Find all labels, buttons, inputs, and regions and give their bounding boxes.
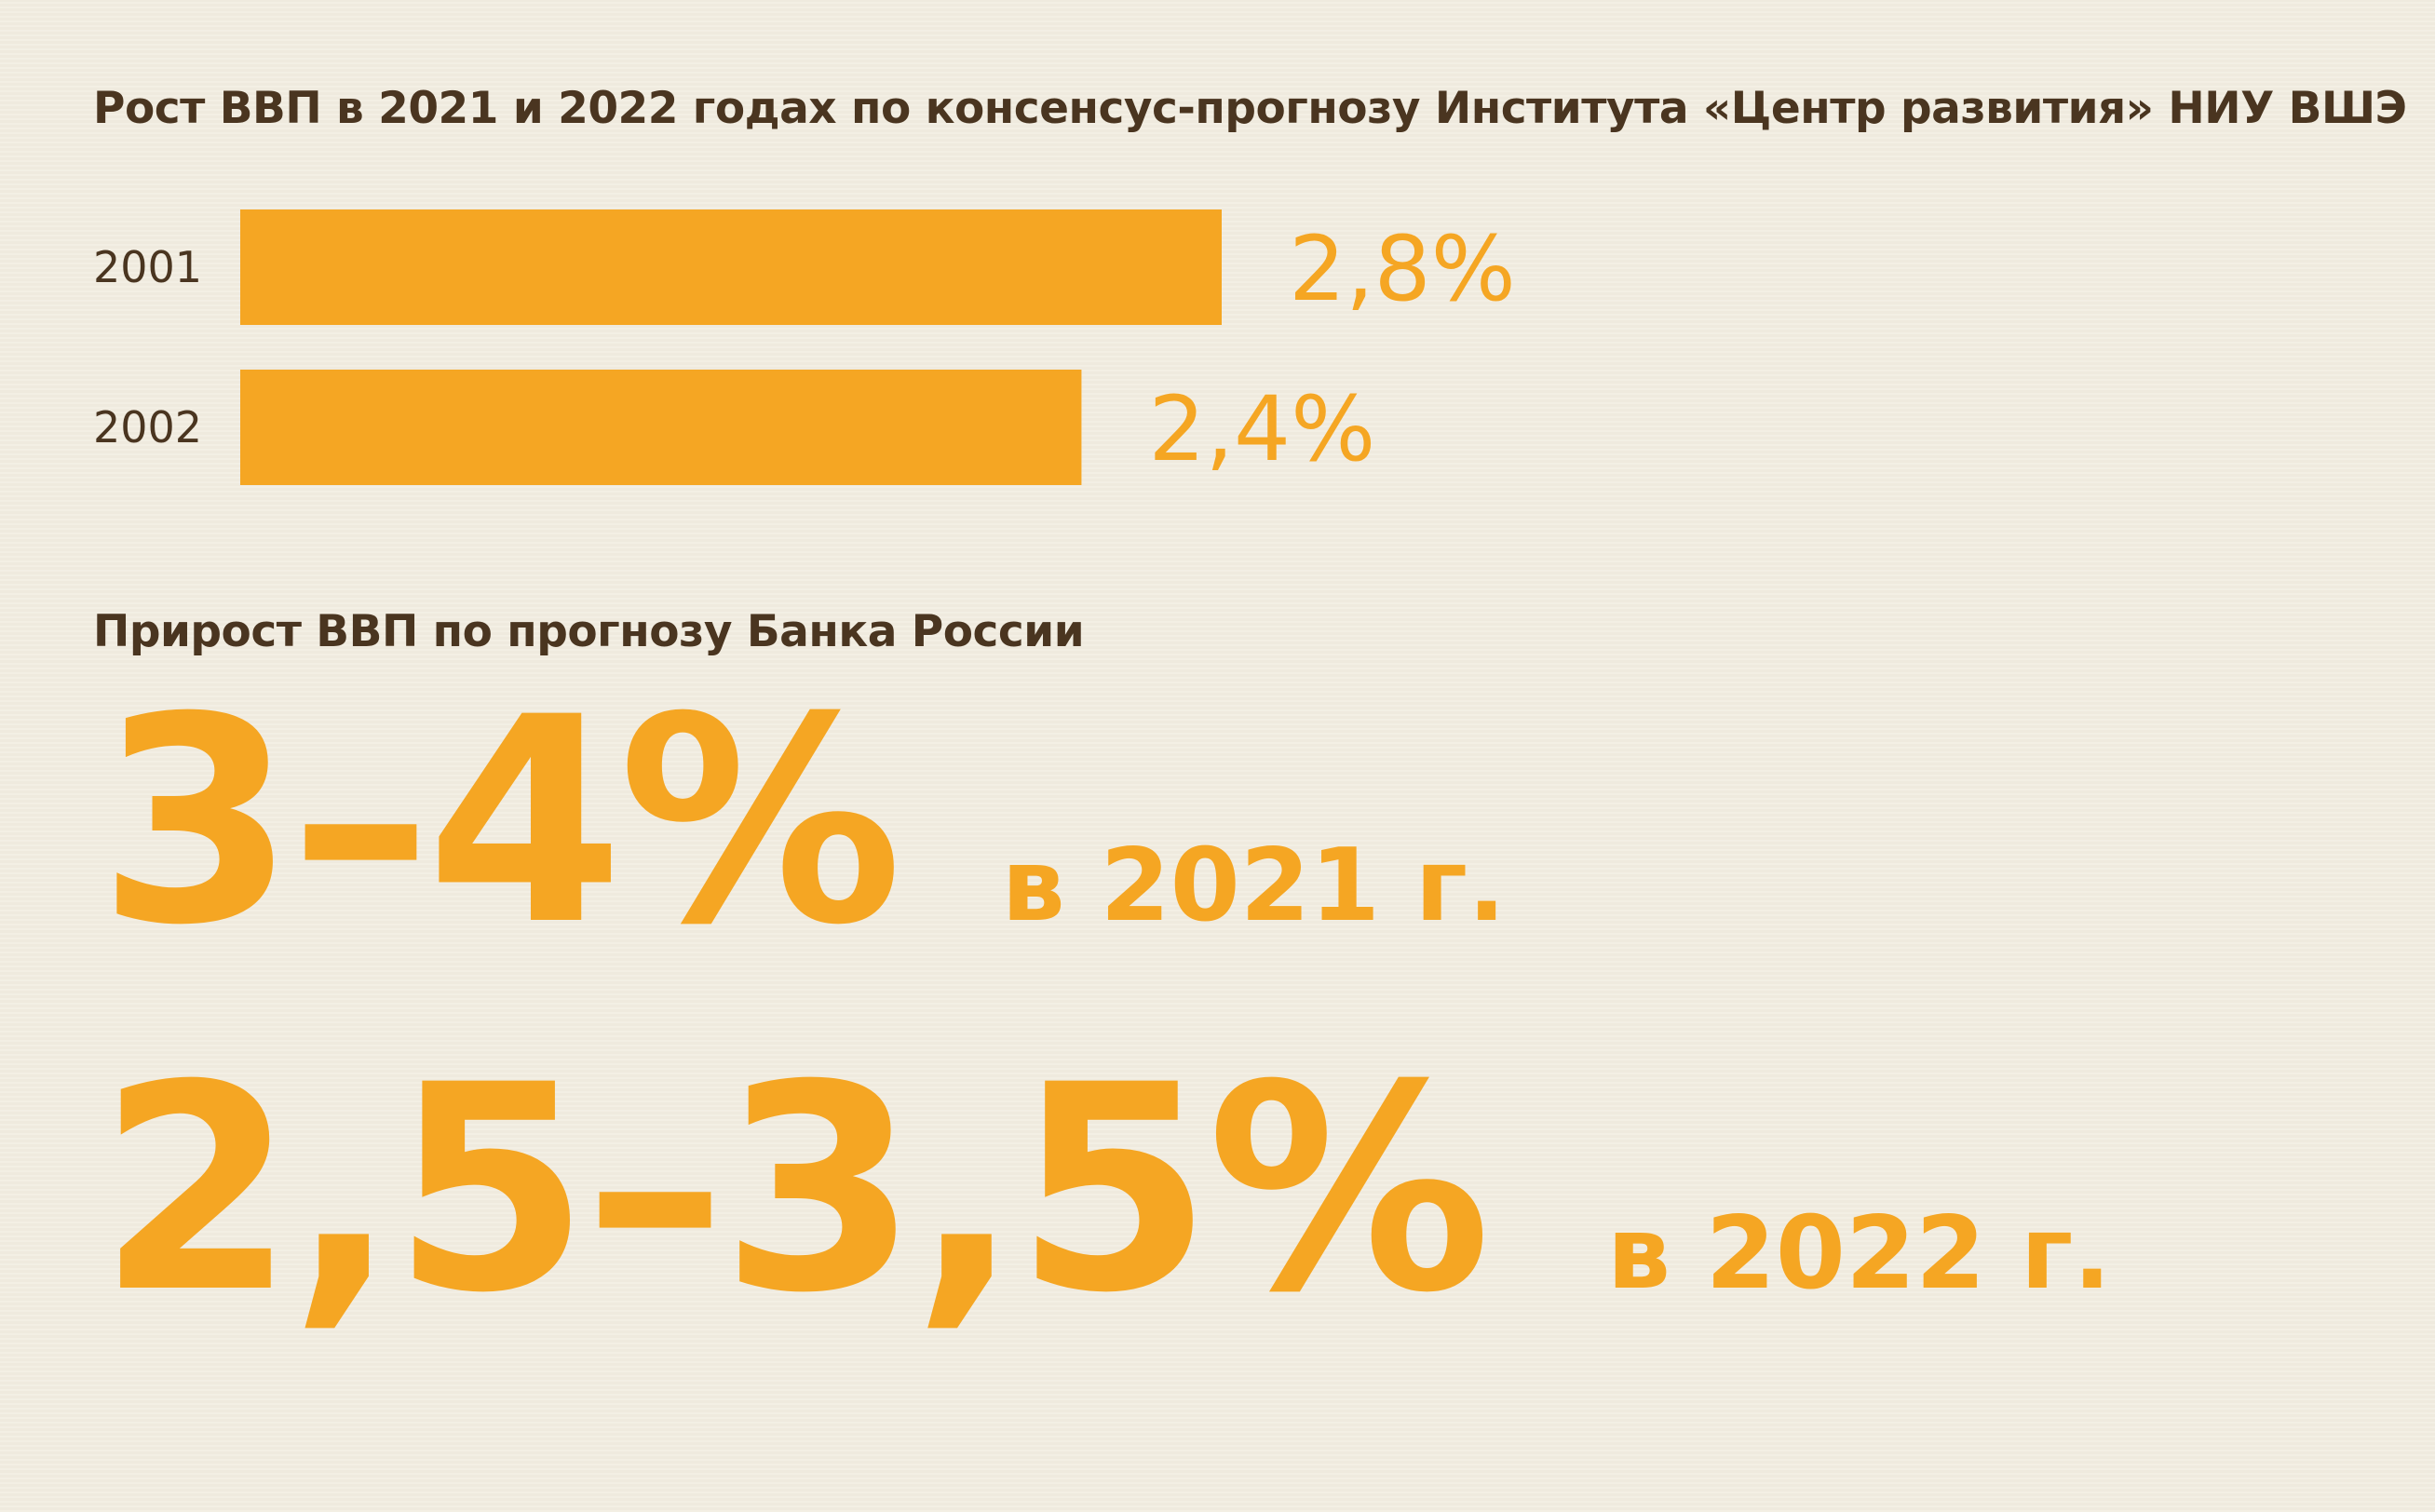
- data-label: 2,8%: [1289, 217, 1516, 321]
- bar-chart: 2001 2,8% 2002 2,4%: [93, 209, 1516, 485]
- forecast-value-2021: 3–4%: [98, 656, 903, 987]
- forecast-note-2021: в 2021 г.: [1001, 828, 1507, 944]
- data-label: 2,4%: [1148, 377, 1375, 481]
- chart-title: Рост ВВП в 2021 и 2022 годах по консенсу…: [93, 83, 2407, 134]
- forecast-title: Прирост ВВП по прогнозу Банка России: [93, 606, 1085, 657]
- category-label: 2001: [93, 242, 202, 292]
- bar: [240, 370, 1082, 485]
- bar: [240, 209, 1222, 325]
- category-label: 2002: [93, 402, 202, 452]
- forecast-row-2022: 2,5–3,5% в 2022 г.: [98, 1047, 2111, 1331]
- forecast-value-2022: 2,5–3,5%: [98, 1024, 1492, 1355]
- forecast-row-2021: 3–4% в 2021 г.: [98, 680, 1506, 964]
- forecast-note-2022: в 2022 г.: [1606, 1195, 2112, 1312]
